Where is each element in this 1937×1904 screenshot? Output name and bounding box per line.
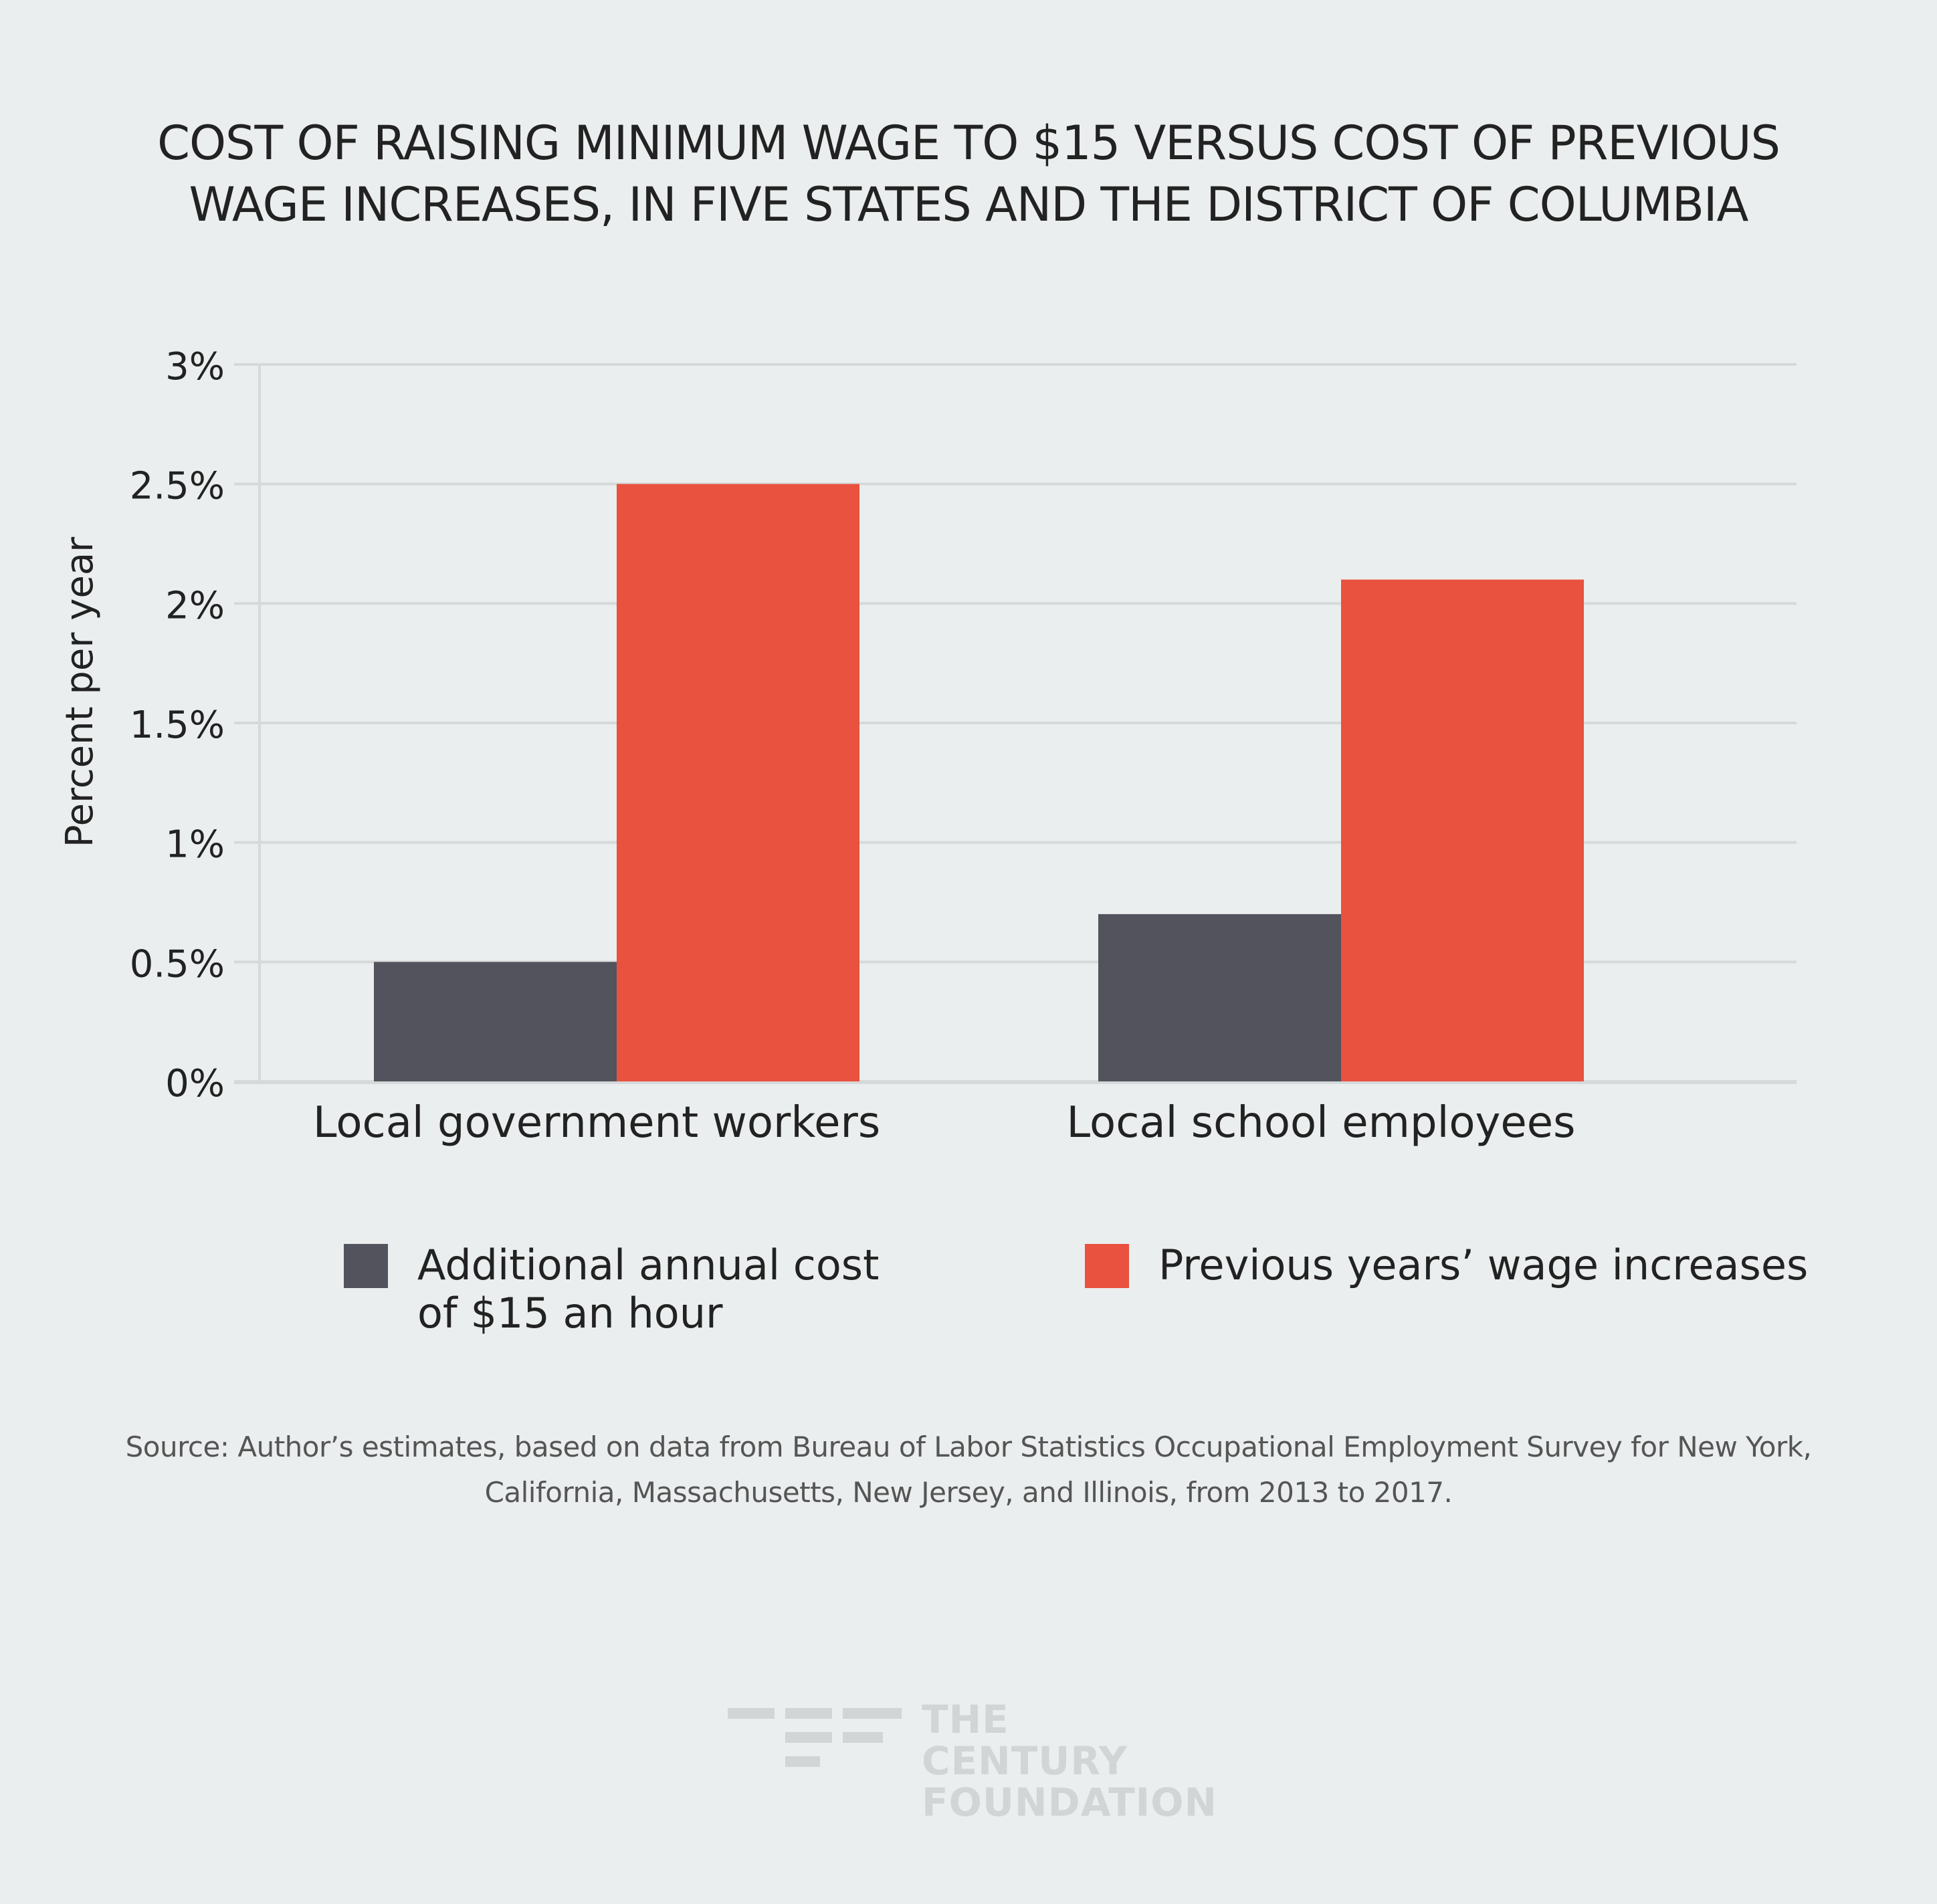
bar bbox=[374, 962, 617, 1081]
y-tick-label: 0.5% bbox=[130, 942, 225, 986]
y-tick-label: 1.5% bbox=[130, 704, 225, 747]
y-tick-label: 2.5% bbox=[130, 465, 225, 508]
legend-swatch-previous-increases bbox=[1085, 1244, 1129, 1288]
source-note: Source: Author’s estimates, based on dat… bbox=[0, 1424, 1937, 1515]
century-foundation-logo: THE CENTURY FOUNDATION bbox=[728, 1699, 1223, 1823]
y-tick-label: 0% bbox=[165, 1062, 225, 1105]
bar bbox=[1098, 914, 1341, 1081]
source-note-line-1: Source: Author’s estimates, based on dat… bbox=[125, 1431, 1812, 1463]
legend-label-additional-cost: Additional annual cost of $15 an hour bbox=[417, 1241, 880, 1338]
legend-item-additional-cost: Additional annual cost of $15 an hour bbox=[344, 1241, 879, 1338]
x-tick-label: Local school employees bbox=[1067, 1098, 1576, 1148]
source-note-line-2: California, Massachusetts, New Jersey, a… bbox=[484, 1476, 1453, 1509]
legend-item-previous-increases: Previous years’ wage increases bbox=[1085, 1241, 1808, 1289]
chart-title-line-2: WAGE INCREASES, IN FIVE STATES AND THE D… bbox=[189, 177, 1749, 232]
x-tick-label: Local government workers bbox=[313, 1098, 880, 1148]
legend-label-previous-increases: Previous years’ wage increases bbox=[1158, 1241, 1809, 1289]
logo-wordmark: THE CENTURY FOUNDATION bbox=[922, 1699, 1223, 1823]
logo-wordmark-line-2: FOUNDATION bbox=[922, 1780, 1218, 1825]
chart-title: COST OF RAISING MINIMUM WAGE TO $15 VERS… bbox=[0, 112, 1937, 235]
logo-wordmark-line-1: THE CENTURY bbox=[922, 1697, 1128, 1784]
legend-swatch-additional-cost bbox=[344, 1244, 388, 1288]
y-tick-label: 3% bbox=[165, 345, 225, 389]
bar bbox=[1341, 579, 1584, 1081]
logo-mark-icon bbox=[728, 1708, 902, 1768]
chart-title-line-1: COST OF RAISING MINIMUM WAGE TO $15 VERS… bbox=[157, 116, 1780, 171]
bar bbox=[617, 484, 859, 1081]
y-tick-label: 1% bbox=[165, 823, 225, 867]
y-tick-label: 2% bbox=[165, 584, 225, 627]
y-axis-label: Percent per year bbox=[58, 536, 102, 847]
